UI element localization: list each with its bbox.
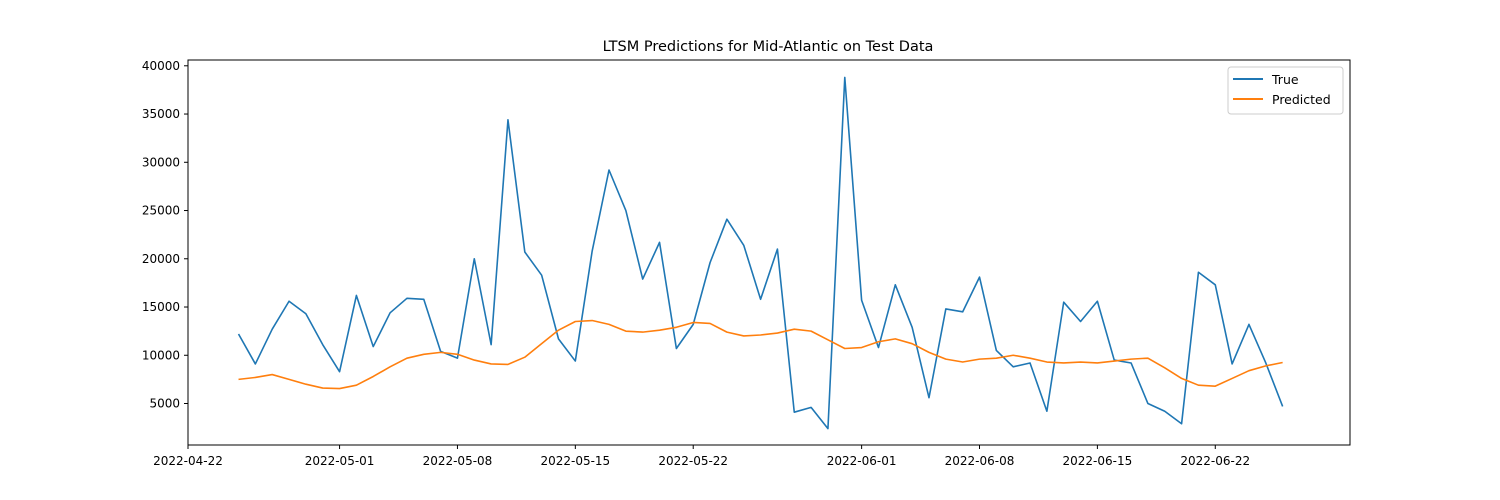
y-tick-label: 5000 xyxy=(149,397,180,411)
series-line-true xyxy=(237,76,1284,430)
legend: True Predicted xyxy=(1227,66,1344,115)
x-tick-label: 2022-04-22 xyxy=(153,454,223,468)
x-tick-label: 2022-05-22 xyxy=(658,454,728,468)
y-tick-label: 30000 xyxy=(142,155,180,169)
legend-label-predicted: Predicted xyxy=(1272,92,1331,107)
x-tick-label: 2022-06-08 xyxy=(945,454,1015,468)
y-tick-label: 25000 xyxy=(142,204,180,218)
chart-title: LTSM Predictions for Mid-Atlantic on Tes… xyxy=(603,39,934,55)
x-tick-label: 2022-06-15 xyxy=(1063,454,1133,468)
y-tick-label: 40000 xyxy=(142,59,180,73)
plot-frame xyxy=(187,59,1351,446)
x-axis: 2022-04-22 2022-05-01 2022-05-08 2022-05-15… xyxy=(153,445,1250,468)
x-tick-label: 2022-05-15 xyxy=(540,454,610,468)
x-tick-label: 2022-06-01 xyxy=(827,454,897,468)
x-tick-label: 2022-05-08 xyxy=(423,454,493,468)
x-tick-label: 2022-05-01 xyxy=(305,454,375,468)
y-tick-label: 15000 xyxy=(142,300,180,314)
series-line-predicted xyxy=(238,319,1283,390)
legend-label-true: True xyxy=(1271,72,1299,87)
y-tick-label: 20000 xyxy=(142,252,180,266)
y-tick-label: 10000 xyxy=(142,348,180,362)
x-tick-label: 2022-06-22 xyxy=(1180,454,1250,468)
plot-area xyxy=(237,76,1284,430)
y-axis: 5000 10000 15000 20000 25000 30000 35000 40000 xyxy=(142,59,188,411)
y-tick-label: 35000 xyxy=(142,107,180,121)
